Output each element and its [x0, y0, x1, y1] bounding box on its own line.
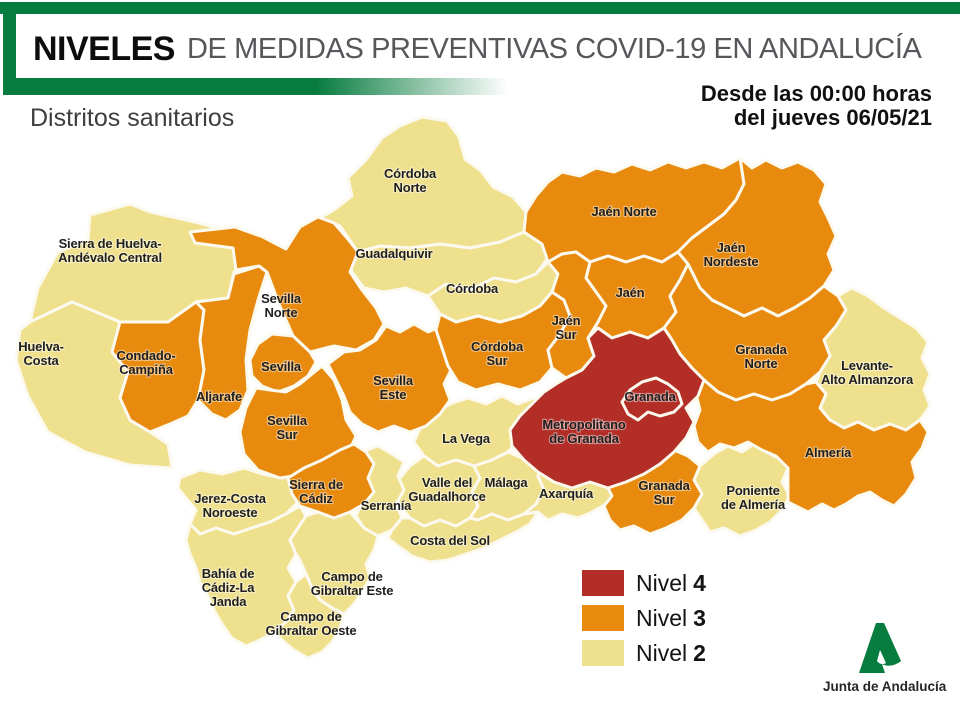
header-green-band [0, 2, 960, 14]
district-label-granada-norte: Granada Norte [735, 342, 787, 371]
district-label-jerez: Jerez-Costa Noroeste [194, 491, 266, 520]
district-sevilla-sur [238, 364, 358, 480]
district-label-levante: Levante-Alto Almanzora [821, 358, 914, 387]
date-line-1: Desde las 00:00 horas [700, 81, 932, 106]
junta-de-andalucia-logo: Junta de Andalucía [823, 622, 947, 694]
district-label-sevilla-sur: Sevilla Sur [267, 413, 308, 442]
district-label-serrania: Serranía [361, 498, 412, 513]
district-label-granada-sur: Granada Sur [638, 478, 690, 507]
district-label-granada-city: Granada [624, 389, 676, 404]
district-label-costa-del-sol: Costa del Sol [410, 533, 490, 548]
district-costa-del-sol [386, 510, 540, 564]
date-line-2: del jueves 06/05/21 [733, 105, 932, 130]
district-label-malaga: Málaga [485, 475, 529, 490]
district-label-campo-este: Campo de Gibraltar Este [311, 569, 393, 598]
district-label-condado-campina: Condado-Campiña [116, 348, 175, 377]
district-granada-city [620, 376, 684, 422]
district-metropolitano [508, 326, 706, 490]
district-label-valle-guadalhorce: Valle del Guadalhorce [408, 475, 485, 504]
district-label-jaen-nordeste: Jaén Nordeste [704, 240, 759, 269]
district-label-axarquia: Axarquía [539, 486, 594, 501]
page-title: NIVELES DE MEDIDAS PREVENTIVAS COVID-19 … [33, 20, 922, 78]
header-green-frame-bottom [3, 78, 508, 95]
district-label-huelva-costa: Huelva-Costa [18, 339, 64, 368]
legend: Nivel 4 Nivel 3 Nivel 2 [582, 570, 706, 675]
district-label-jaen-sur: Jaén Sur [552, 313, 581, 342]
district-campo-este [288, 510, 380, 616]
district-sevilla-este [326, 322, 454, 434]
legend-label-nivel-3: Nivel 3 [636, 604, 706, 631]
district-label-campo-oeste: Campo de Gibraltar Oeste [266, 609, 357, 638]
district-label-almeria: Almería [805, 445, 852, 460]
legend-swatch-nivel-2 [582, 640, 624, 666]
legend-label-nivel-2: Nivel 2 [636, 639, 706, 666]
legend-swatch-nivel-3 [582, 605, 624, 631]
legend-row-nivel-4: Nivel 4 [582, 570, 706, 596]
district-label-bahia-cadiz: Bahía de Cádiz-La Janda [202, 566, 256, 609]
district-label-sierra-cadiz: Sierra de Cádiz [289, 477, 343, 506]
district-sevilla [248, 332, 318, 394]
district-label-cordoba-norte: Córdoba Norte [384, 166, 437, 195]
district-label-cordoba-sur: Córdoba Sur [471, 339, 524, 368]
district-sierra-cadiz [286, 442, 376, 520]
district-label-jaen-norte: Jaén Norte [591, 204, 656, 219]
district-label-sevilla: Sevilla [261, 359, 302, 374]
district-label-sierra-huelva: Sierra de Huelva-Andévalo Central [58, 236, 162, 265]
district-almeria [692, 378, 930, 514]
district-label-sevilla-norte: Sevilla Norte [261, 291, 302, 320]
legend-row-nivel-3: Nivel 3 [582, 605, 706, 631]
district-label-guadalquivir: Guadalquivir [355, 246, 432, 261]
legend-row-nivel-2: Nivel 2 [582, 640, 706, 666]
junta-logo-text: Junta de Andalucía [823, 679, 947, 694]
legend-label-nivel-4: Nivel 4 [636, 569, 706, 596]
district-label-poniente: Poniente de Almería [721, 483, 786, 512]
district-label-metropolitano: Metropolitano de Granada [542, 417, 626, 446]
district-label-jaen: Jaén [616, 285, 645, 300]
district-campo-oeste [272, 572, 346, 660]
district-label-aljarafe: Aljarafe [196, 389, 242, 404]
district-sevilla-norte [188, 215, 386, 354]
legend-swatch-nivel-4 [582, 570, 624, 596]
district-poniente [692, 442, 792, 538]
map-subtitle: Distritos sanitarios [30, 104, 235, 132]
effective-date: Desde las 00:00 horas del jueves 06/05/2… [701, 82, 932, 130]
title-bold: NIVELES [33, 29, 175, 68]
junta-logo-a-icon [859, 623, 901, 673]
header-green-frame-left [3, 2, 16, 95]
district-label-la-vega: La Vega [442, 431, 491, 446]
district-label-cordoba: Córdoba [446, 281, 499, 296]
title-rest: DE MEDIDAS PREVENTIVAS COVID-19 EN ANDAL… [186, 32, 922, 65]
district-label-sevilla-este: Sevilla Este [373, 373, 414, 402]
